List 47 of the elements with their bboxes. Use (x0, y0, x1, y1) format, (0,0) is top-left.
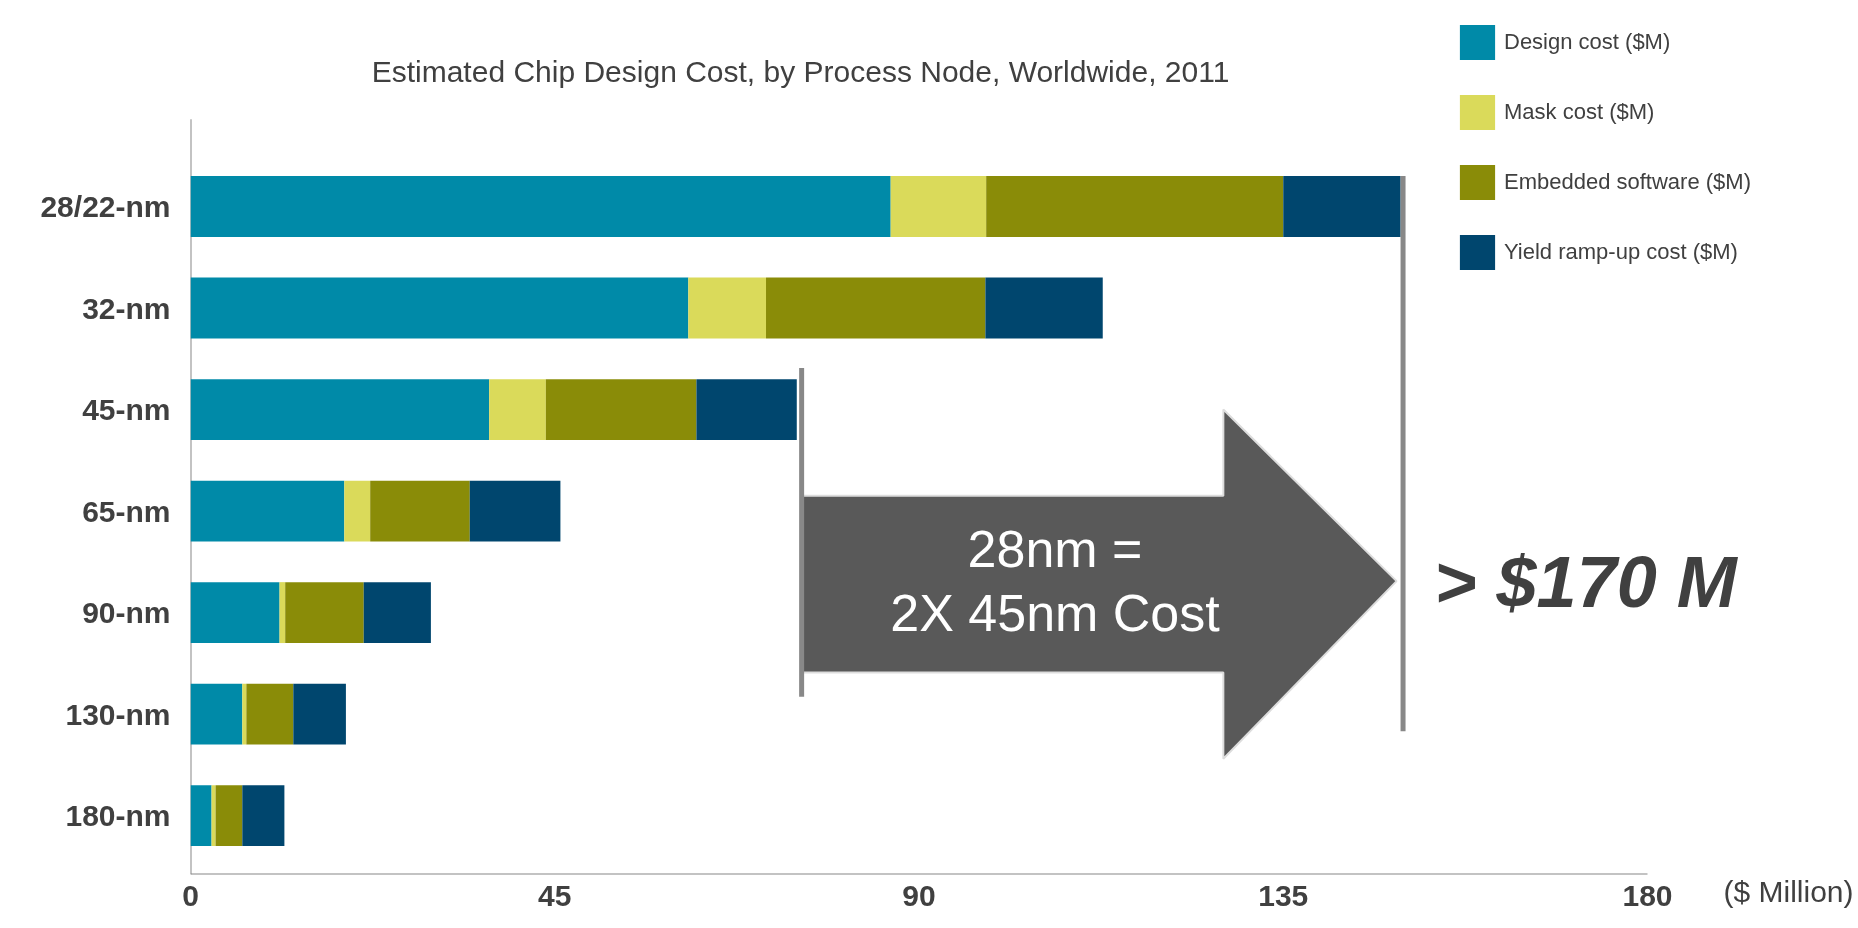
legend-label: Embedded software ($M) (1504, 169, 1751, 195)
y-tick-label: 32-nm (82, 291, 171, 325)
x-tick-label: 180 (1622, 878, 1673, 912)
bar (190, 176, 891, 238)
bar (285, 582, 364, 644)
legend-label: Mask cost ($M) (1504, 99, 1655, 125)
annotation: > $170 M (1434, 541, 1739, 622)
y-tick-label: 90-nm (82, 596, 171, 630)
legend-label: Yield ramp-up cost ($M) (1504, 239, 1738, 265)
bar (688, 277, 767, 339)
bar (190, 683, 243, 745)
x-tick-label: 45 (538, 878, 572, 912)
bar (344, 480, 371, 542)
y-tick-label: 65-nm (82, 494, 171, 528)
bar (190, 785, 212, 847)
y-tick-label: 130-nm (65, 697, 171, 731)
bar (211, 785, 216, 847)
bar (986, 176, 1284, 238)
bar (242, 683, 247, 745)
bar (190, 379, 490, 441)
x-tick-label: 90 (902, 878, 936, 912)
bar (190, 582, 280, 644)
bar (363, 582, 431, 644)
bar (1283, 176, 1401, 238)
bar (469, 480, 561, 542)
bar (489, 379, 546, 441)
legend-label: Design cost ($M) (1504, 29, 1671, 55)
x-axis-title: ($ Million) (1723, 874, 1854, 908)
bar (215, 785, 243, 847)
x-tick-label: 0 (182, 878, 199, 912)
bar (293, 683, 346, 745)
bar (985, 277, 1103, 339)
bar (242, 785, 285, 847)
y-tick-label: 45-nm (82, 393, 171, 427)
bar (545, 379, 697, 441)
bar (190, 277, 689, 339)
y-tick-label: 180-nm (65, 799, 171, 833)
bar (370, 480, 470, 542)
bar (190, 480, 345, 542)
annotation: 28nm = 2X 45nm Cost (890, 520, 1221, 643)
bar (246, 683, 294, 745)
bar (890, 176, 987, 238)
bar (766, 277, 986, 339)
chart-title: Estimated Chip Design Cost, by Process Node, Worldwide, 2011 (371, 55, 1230, 88)
y-tick-label: 28/22-nm (40, 190, 171, 224)
x-tick-label: 135 (1258, 878, 1309, 912)
bar (696, 379, 797, 441)
